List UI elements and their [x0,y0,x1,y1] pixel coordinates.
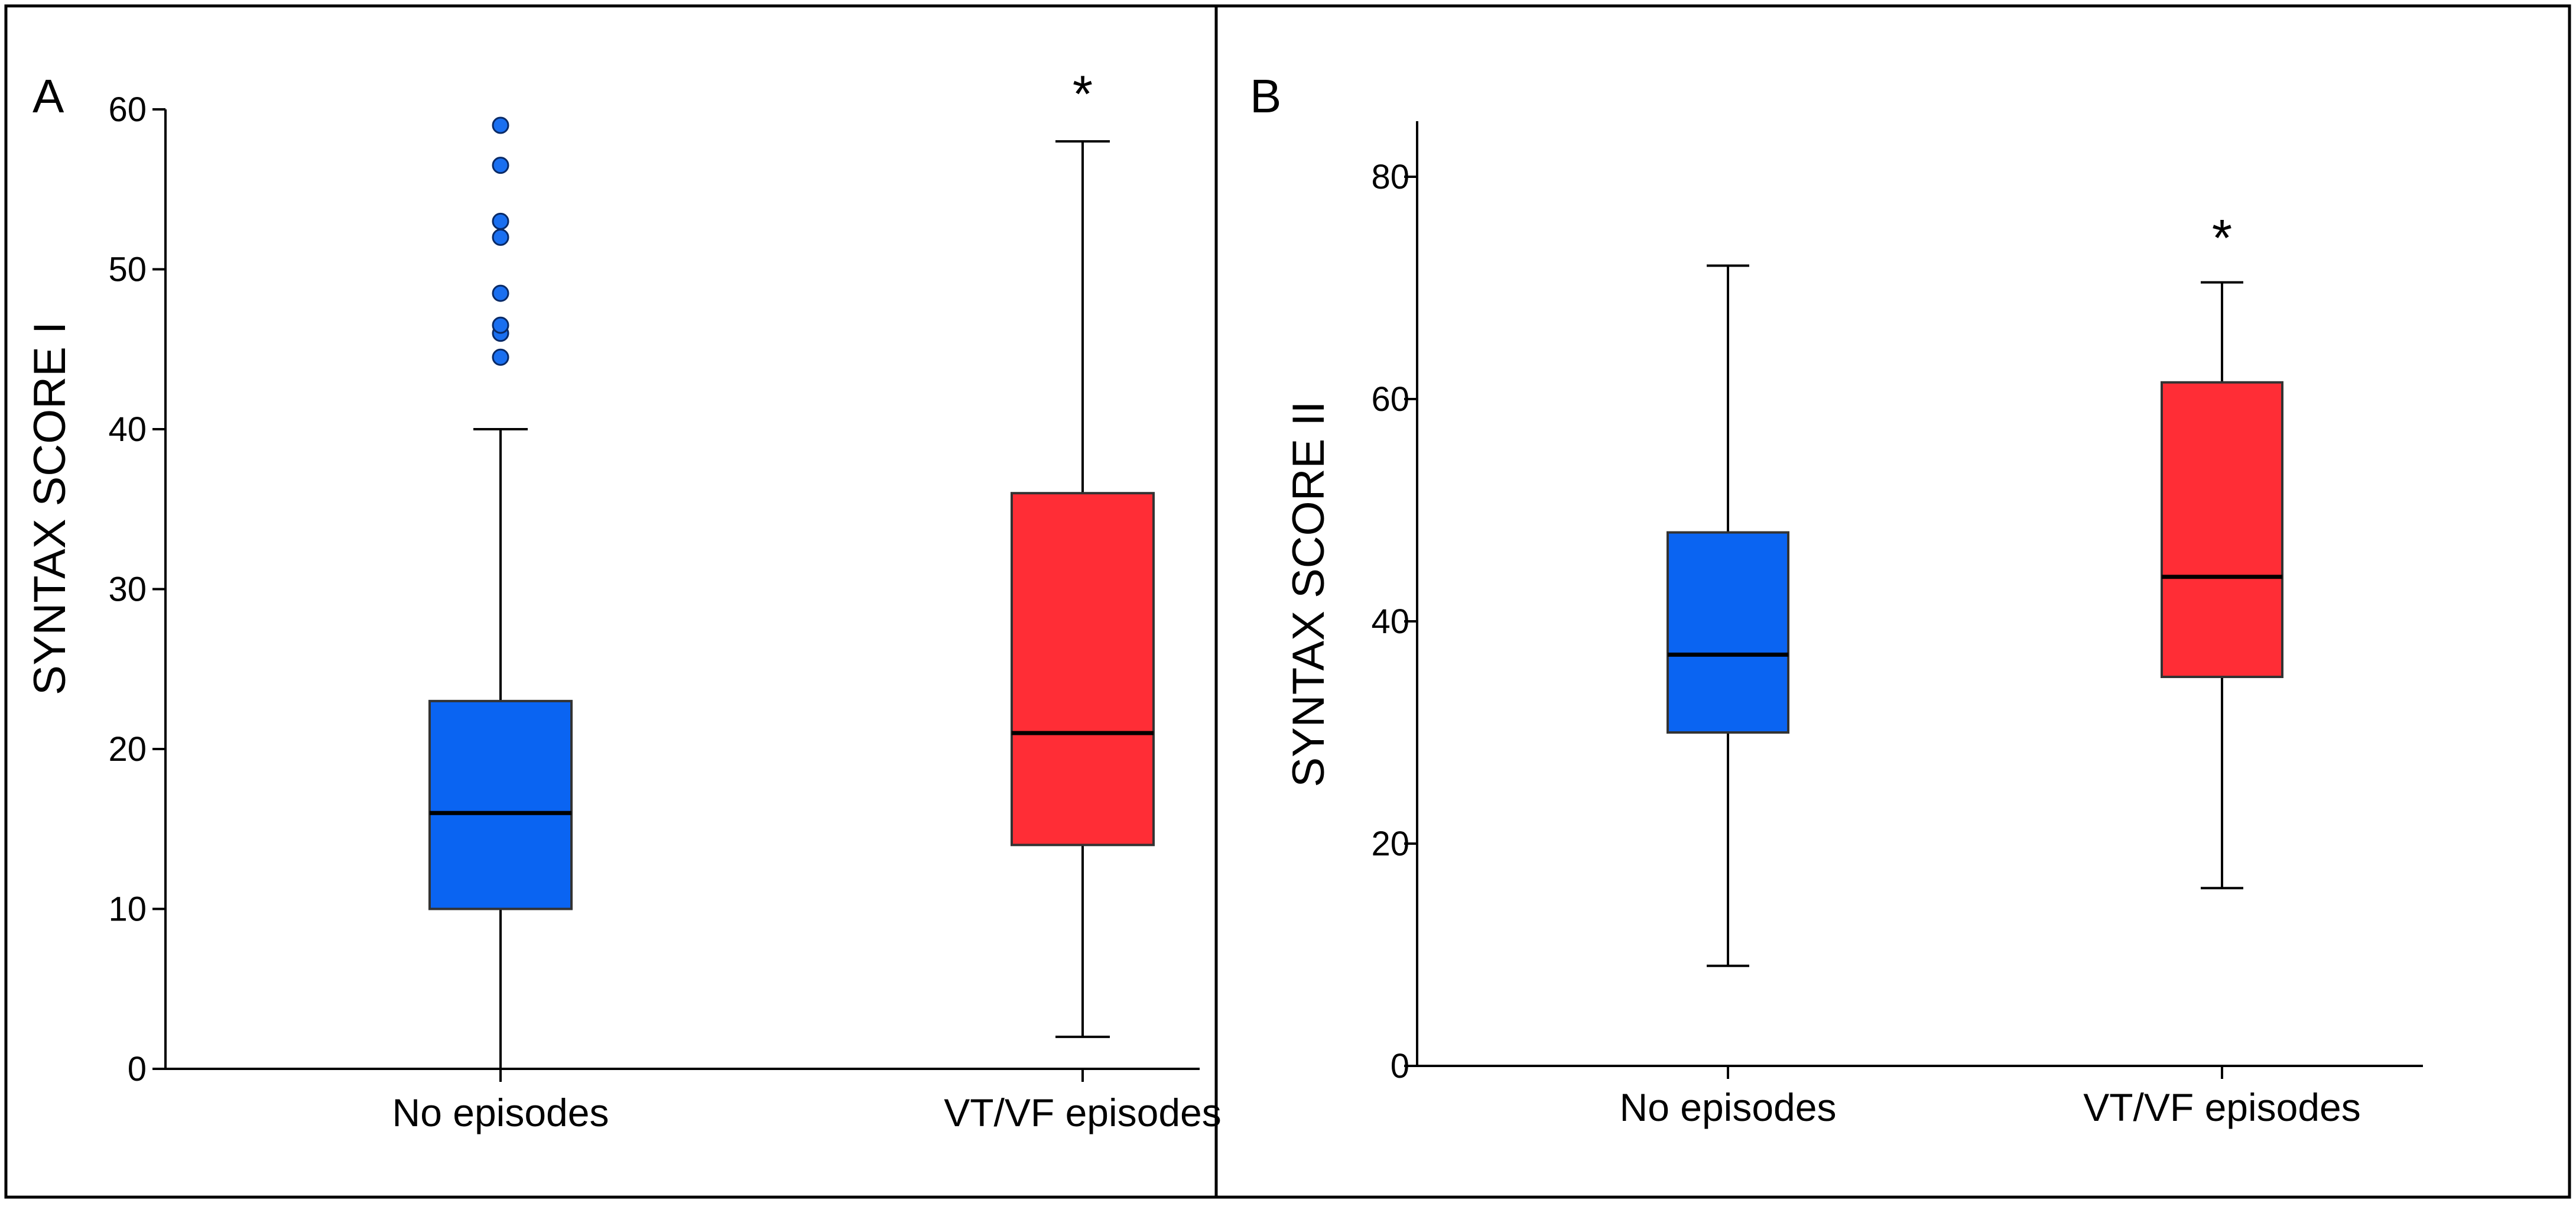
panel-b-y-tick-label: 20 [1371,825,1409,863]
panel-b-no-episodes-box [1667,531,1789,734]
panel-a-y-tick-label: 10 [108,890,147,929]
panel-b: B SYNTAX SCORE II 0 20 40 60 80 No episodes VT… [1214,4,2571,1199]
panel-a-y-tick-label: 40 [108,410,147,449]
panel-a-y-tick-label: 0 [128,1050,147,1088]
panel-a-no-episodes-outlier-point [492,212,509,230]
panel-a-no-episodes-outlier-point [492,316,509,334]
panel-b-frame [1214,4,2571,1199]
panel-a-y-tick-label: 50 [108,251,147,289]
panel-b-vt-vf-episodes-significance-marker: * [2212,209,2232,267]
panel-a-vt-vf-episodes-box [1011,492,1155,847]
panel-a-y-tick-label: 20 [108,730,147,769]
panel-a-vt-vf-episodes-category-label: VT/VF episodes [944,1091,1222,1134]
panel-b-vt-vf-episodes-category-label: VT/VF episodes [2083,1085,2361,1129]
panel-a-y-tick-label: 60 [108,90,147,129]
panel-a-no-episodes-outlier-point [492,348,509,366]
panel-a-no-episodes-outlier-point [492,228,509,246]
panel-a-no-episodes-outlier-point [492,157,509,174]
panel-a-label: A [33,70,64,122]
panel-b-y-axis-label: SYNTAX SCORE II [1284,401,1334,787]
panel-a-no-episodes-category-label: No episodes [392,1091,609,1134]
panel-b-no-episodes-category-label: No episodes [1620,1085,1837,1129]
panel-b-y-tick-label: 60 [1371,380,1409,419]
panel-a-y-axis-label: SYNTAX SCORE I [25,322,75,695]
panel-a-y-tick-label: 30 [108,570,147,609]
panel-b-label: B [1250,70,1281,122]
panel-b-y-tick-label: 0 [1391,1047,1409,1085]
panel-a-no-episodes-outlier-point [492,284,509,302]
panel-a-plot-area: 0 10 20 30 40 50 60 No episodes VT/VF episodes * [108,64,1221,1134]
panel-b-plot-area: 0 20 40 60 80 No episodes VT/VF episodes * [1371,121,2423,1129]
panel-b-y-tick-label: 40 [1371,602,1409,641]
panel-a-no-episodes-outlier-point [492,116,509,134]
panel-b-y-tick-label: 80 [1371,158,1409,196]
panel-a-no-episodes-box [428,699,573,910]
panel-a-vt-vf-episodes-significance-marker: * [1073,64,1093,123]
panel-a: A SYNTAX SCORE I 0 10 20 30 40 50 60 No episode… [4,4,1222,1199]
panel-b-vt-vf-episodes-box [2161,381,2283,678]
